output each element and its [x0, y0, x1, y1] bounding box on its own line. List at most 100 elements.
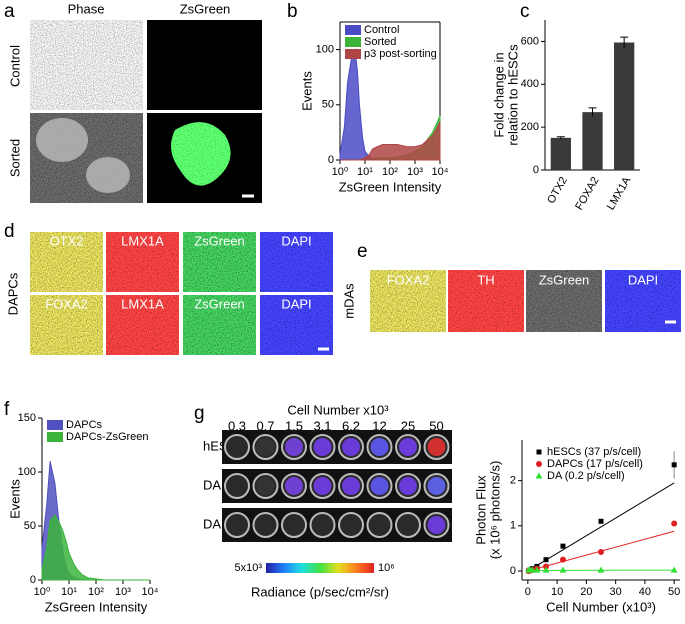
cell-colony: [36, 118, 88, 162]
well-signal: [314, 438, 332, 456]
point: [560, 557, 566, 563]
well: [225, 474, 249, 498]
well: [396, 513, 420, 537]
tile-label: ZsGreen: [194, 233, 245, 248]
well-signal: [342, 477, 360, 495]
point: [536, 473, 543, 479]
y-tick-label: 1: [510, 520, 516, 532]
panel-label: d: [4, 221, 15, 242]
point: [598, 567, 605, 573]
point: [671, 521, 677, 527]
fit-line: [528, 483, 674, 571]
plate-title: Cell Number x10³: [287, 402, 389, 417]
x-axis-title: ZsGreen Intensity: [45, 599, 148, 614]
y-tick-label: 100: [316, 44, 334, 56]
y-tick-label: 0: [30, 574, 36, 586]
x-tick-label: 10³: [115, 586, 131, 598]
panel-label: e: [357, 241, 368, 262]
row-title: mDAs: [341, 283, 356, 319]
legend-label: Control: [364, 24, 399, 36]
well-signal: [371, 438, 389, 456]
legend-swatch: [345, 49, 361, 59]
bar: [614, 43, 634, 171]
image-tile: [147, 20, 262, 110]
colorbar-label: Radiance (p/sec/cm²/sr): [251, 584, 389, 599]
tile-label: ZsGreen: [539, 272, 590, 287]
point: [543, 557, 548, 562]
panel-label: a: [4, 1, 15, 22]
well-signal: [257, 438, 275, 456]
histogram-area: [42, 515, 150, 580]
well-signal: [314, 477, 332, 495]
legend-label: hESCs (37 p/s/cell): [547, 446, 641, 458]
x-tick-label: LMX1A: [605, 174, 634, 212]
x-tick-label: 10²: [88, 586, 104, 598]
well-signal: [371, 477, 389, 495]
tile-label: LMX1A: [121, 296, 164, 311]
column-title: ZsGreen: [180, 1, 231, 16]
tile-label: FOXA2: [387, 272, 430, 287]
x-tick-label: OTX2: [545, 175, 570, 206]
y-axis-title: Events: [7, 479, 22, 519]
point: [537, 450, 542, 455]
panel-label: g: [194, 403, 205, 424]
x-tick-label: 10⁴: [142, 586, 159, 598]
x-tick-label: 20: [580, 586, 592, 598]
colorbar-max: 10⁶: [378, 562, 395, 574]
x-tick-label: 10³: [407, 166, 423, 178]
well-signal: [428, 438, 446, 456]
well-signal: [342, 438, 360, 456]
x-axis-title: ZsGreen Intensity: [339, 179, 442, 194]
x-tick-label: FOXA2: [573, 175, 601, 212]
x-tick-label: 10²: [382, 166, 398, 178]
well-signal: [285, 438, 303, 456]
y-tick-label: 50: [24, 520, 36, 532]
y-axis-title: Events: [299, 71, 314, 111]
tile-label: DAPI: [628, 272, 658, 287]
row-title: DAPCs: [5, 272, 20, 315]
y-tick-label: 0: [510, 565, 516, 577]
well-signal: [399, 438, 417, 456]
point: [559, 567, 566, 573]
legend-label: p3 post-sorting: [364, 48, 437, 60]
well: [311, 513, 335, 537]
y-tick-label: 50: [322, 99, 334, 111]
legend-label: Sorted: [364, 36, 396, 48]
x-tick-label: 0: [525, 586, 531, 598]
y-axis-title: (x 10⁶ photons/s): [487, 461, 502, 560]
row-title: DA: [203, 516, 221, 531]
legend-label: DAPCs (17 p/s/cell): [547, 458, 643, 470]
colorbar: [266, 563, 374, 573]
legend-label: DAPCs-ZsGreen: [66, 431, 149, 443]
legend-swatch: [345, 37, 361, 47]
y-tick-label: 200: [521, 121, 539, 133]
point: [598, 549, 604, 555]
well-signal: [257, 477, 275, 495]
colorbar-min: 5x10³: [234, 562, 262, 574]
bar: [551, 138, 571, 170]
y-axis-title: Fold change in: [491, 52, 506, 137]
y-tick-label: 2: [510, 475, 516, 487]
well: [225, 435, 249, 459]
panel-label: c: [520, 1, 530, 22]
panel-label: b: [287, 1, 298, 22]
x-tick-label: 10⁴: [432, 166, 449, 178]
y-axis-title: relation to hESCs: [505, 44, 520, 146]
well: [254, 513, 278, 537]
point: [599, 519, 604, 524]
y-tick-label: 150: [18, 412, 36, 424]
tile-label: LMX1A: [121, 233, 164, 248]
y-tick-label: 100: [18, 466, 36, 478]
bar: [582, 112, 602, 170]
y-tick-label: 0: [328, 154, 334, 166]
row-title: Control: [7, 45, 22, 87]
x-tick-label: 10¹: [61, 586, 77, 598]
well: [282, 513, 306, 537]
well-signal: [428, 477, 446, 495]
well-signal: [285, 477, 303, 495]
x-tick-label: 50: [668, 586, 680, 598]
x-axis-title: Cell Number (x10³): [546, 599, 656, 614]
y-tick-label: 400: [521, 78, 539, 90]
cell-colony: [86, 157, 130, 193]
